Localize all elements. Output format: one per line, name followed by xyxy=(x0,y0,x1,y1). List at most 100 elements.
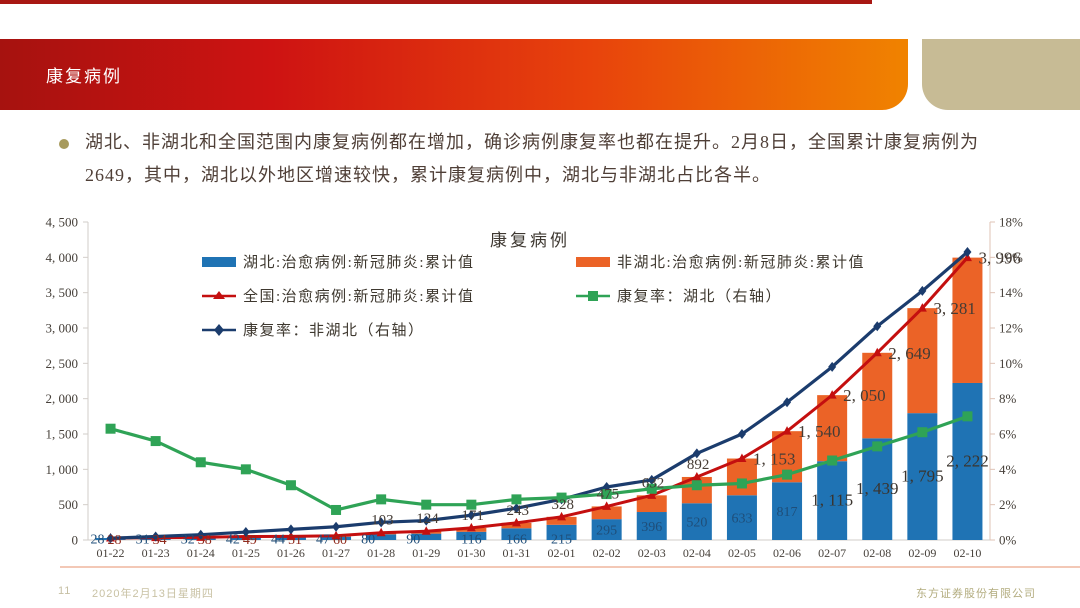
hubei-bar xyxy=(411,533,442,540)
hubei-bar xyxy=(591,519,622,540)
svg-text:42: 42 xyxy=(226,533,240,548)
svg-text:28: 28 xyxy=(91,533,105,548)
svg-text:28: 28 xyxy=(108,533,122,548)
svg-text:1, 115: 1, 115 xyxy=(811,491,853,510)
svg-text:8%: 8% xyxy=(999,391,1017,406)
legend-label: 湖北:治愈病例:新冠肺炎:累计值 xyxy=(243,255,475,271)
svg-text:103: 103 xyxy=(371,513,394,529)
svg-text:01-31: 01-31 xyxy=(502,546,530,560)
svg-text:02-06: 02-06 xyxy=(773,546,801,560)
svg-text:01-30: 01-30 xyxy=(457,546,485,560)
svg-text:01-27: 01-27 xyxy=(322,546,350,560)
non-hubei-bar xyxy=(726,458,757,496)
svg-text:02-10: 02-10 xyxy=(953,546,981,560)
svg-text:34: 34 xyxy=(153,533,167,548)
hubei-bar xyxy=(501,528,532,540)
svg-text:124: 124 xyxy=(416,511,439,527)
bullet-icon xyxy=(59,139,69,149)
svg-text:60: 60 xyxy=(333,533,347,548)
hubei-bar xyxy=(456,531,487,540)
legend-hubei-bar: 湖北:治愈病例:新冠肺炎:累计值 xyxy=(202,251,475,272)
svg-text:90: 90 xyxy=(406,533,420,548)
svg-text:3, 000: 3, 000 xyxy=(46,321,79,336)
svg-text:12%: 12% xyxy=(999,321,1023,336)
svg-text:2, 050: 2, 050 xyxy=(843,386,886,405)
svg-text:215: 215 xyxy=(551,533,572,548)
page-number: 11 xyxy=(58,585,72,597)
non-hubei-rate-marker-icon xyxy=(202,323,236,336)
svg-text:01-29: 01-29 xyxy=(412,546,440,560)
svg-text:1, 153: 1, 153 xyxy=(753,450,796,469)
non-hubei-bar xyxy=(546,516,577,525)
footer-company: 东方证券股份有限公司 xyxy=(916,588,1036,600)
hubei-bar xyxy=(772,482,803,540)
national-line xyxy=(110,256,969,540)
svg-text:01-24: 01-24 xyxy=(187,546,215,560)
hubei-bar xyxy=(546,524,577,540)
svg-text:38: 38 xyxy=(198,533,212,548)
non-hubei-bar xyxy=(817,395,848,462)
svg-text:32: 32 xyxy=(181,533,195,548)
summary-text-line-1: 湖北、非湖北和全国范围内康复病例都在增加，确诊病例康复率也都在提升。2月8日，全… xyxy=(85,132,979,152)
svg-text:31: 31 xyxy=(136,533,150,548)
svg-text:1, 795: 1, 795 xyxy=(901,467,944,486)
svg-text:4, 500: 4, 500 xyxy=(46,215,79,230)
svg-text:2, 649: 2, 649 xyxy=(888,344,931,363)
top-edge-strip xyxy=(0,0,872,4)
svg-text:14%: 14% xyxy=(999,285,1023,300)
legend-label: 康复率：非湖北（右轴） xyxy=(243,323,425,339)
svg-text:633: 633 xyxy=(731,512,752,527)
svg-text:2, 222: 2, 222 xyxy=(946,451,989,470)
svg-text:01-25: 01-25 xyxy=(232,546,260,560)
summary-text-line-2: 2649，其中，湖北以外地区增速较快，累计康复病例中，湖北与非湖北占比各半。 xyxy=(85,165,771,185)
svg-text:4, 000: 4, 000 xyxy=(46,250,79,265)
svg-text:01-22: 01-22 xyxy=(97,546,125,560)
svg-text:01-28: 01-28 xyxy=(367,546,395,560)
national-line-marker-icon xyxy=(202,290,236,299)
legend-non-hubei-bar: 非湖北:治愈病例:新冠肺炎:累计值 xyxy=(576,251,865,272)
svg-text:1, 439: 1, 439 xyxy=(856,479,899,498)
svg-text:3, 500: 3, 500 xyxy=(46,285,79,300)
svg-text:500: 500 xyxy=(59,497,79,512)
legend-national-line: 全国:治愈病例:新冠肺炎:累计值 xyxy=(202,285,475,306)
svg-text:01-26: 01-26 xyxy=(277,546,305,560)
svg-text:16%: 16% xyxy=(999,250,1023,265)
svg-text:80: 80 xyxy=(361,533,375,548)
svg-text:44: 44 xyxy=(271,533,285,548)
svg-text:02-07: 02-07 xyxy=(818,546,846,560)
svg-text:328: 328 xyxy=(552,497,575,513)
svg-text:243: 243 xyxy=(506,503,529,519)
svg-text:01-23: 01-23 xyxy=(142,546,170,560)
hubei-bar xyxy=(726,495,757,540)
svg-text:396: 396 xyxy=(641,520,662,535)
legend-hubei-rate-line: 康复率：湖北（右轴） xyxy=(576,285,782,306)
svg-text:520: 520 xyxy=(686,516,707,531)
footer-divider xyxy=(60,566,1080,568)
svg-text:10%: 10% xyxy=(999,356,1023,371)
svg-text:171: 171 xyxy=(461,508,484,524)
svg-text:02-09: 02-09 xyxy=(908,546,936,560)
svg-text:295: 295 xyxy=(596,524,617,539)
non-hubei-bar xyxy=(862,352,893,439)
hubei-rate-line xyxy=(110,414,968,512)
svg-text:475: 475 xyxy=(597,486,620,502)
svg-text:0: 0 xyxy=(72,533,79,548)
svg-text:632: 632 xyxy=(642,475,665,491)
hubei-bar xyxy=(862,438,893,540)
svg-text:02-01: 02-01 xyxy=(548,546,576,560)
legend-non-hubei-rate-line: 康复率：非湖北（右轴） xyxy=(202,319,425,340)
hubei-bar xyxy=(636,512,667,540)
non-hubei-bar-swatch-icon xyxy=(576,256,610,267)
svg-text:02-04: 02-04 xyxy=(683,546,711,560)
data-labels: 28 28 31 34 32 38 42 49 44 51 47 60 80 103 90 124 116 171… xyxy=(91,249,1021,548)
footer-date: 2020年2月13日星期四 xyxy=(92,588,214,600)
hubei-bar xyxy=(817,461,848,540)
recovery-chart: 0 500 1, 000 1, 500 2, 000 2, 500 3, 000 3, 500… xyxy=(46,215,1024,561)
svg-text:47: 47 xyxy=(316,533,330,548)
page-title: 康复病例 xyxy=(46,67,122,86)
svg-text:1, 000: 1, 000 xyxy=(46,462,79,477)
hubei-bar xyxy=(952,382,983,540)
svg-text:2%: 2% xyxy=(999,497,1017,512)
hubei-rate-marker-icon xyxy=(576,290,610,301)
